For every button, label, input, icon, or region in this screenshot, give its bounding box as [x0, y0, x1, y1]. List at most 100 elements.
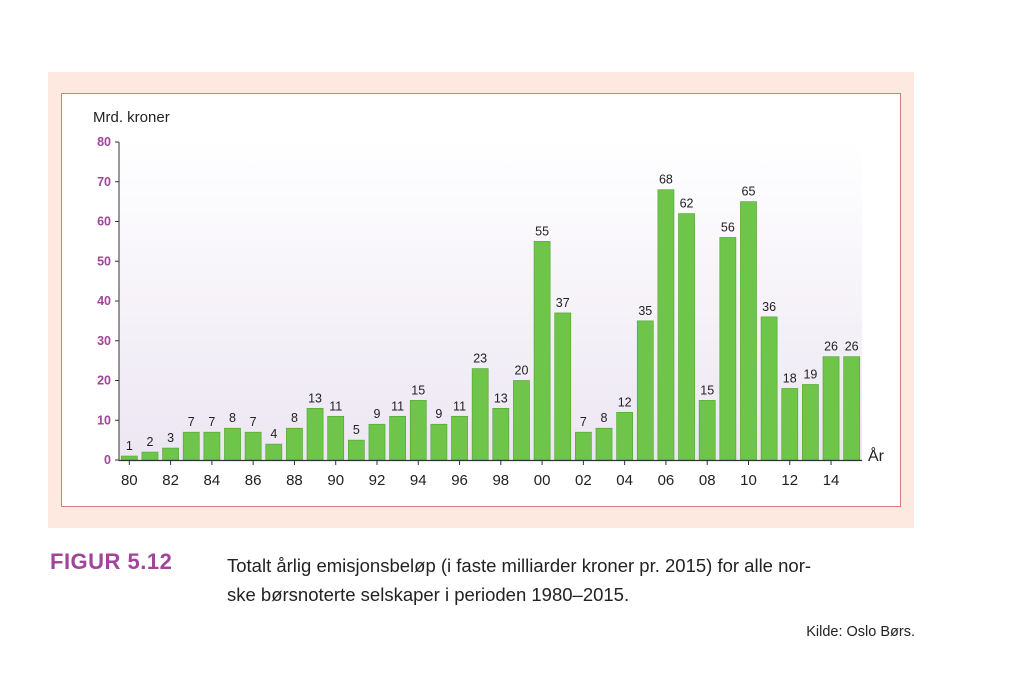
- data-label-1989: 13: [308, 391, 322, 405]
- data-label-2012: 18: [783, 371, 797, 385]
- bar-2008: [698, 400, 716, 461]
- bar-2003: [595, 427, 613, 461]
- bar-2004: [616, 411, 634, 461]
- y-tick-label: 10: [97, 413, 111, 427]
- bar-2010: [740, 201, 757, 461]
- data-label-1980: 1: [126, 439, 133, 453]
- x-tick-label: 90: [327, 472, 344, 489]
- data-label-1982: 3: [167, 431, 174, 445]
- data-label-1986: 7: [250, 415, 257, 429]
- x-tick-label: 14: [823, 472, 840, 489]
- bar-1996: [451, 415, 468, 461]
- bar-2015: [843, 356, 861, 461]
- bar-1989: [306, 408, 324, 461]
- data-label-1991: 5: [353, 423, 360, 437]
- x-axis-label: År: [868, 446, 885, 465]
- y-axis-label: Mrd. kroner: [93, 109, 170, 126]
- x-tick-label: 92: [369, 472, 386, 489]
- data-label-1998: 13: [494, 391, 508, 405]
- data-label-1994: 15: [411, 383, 425, 397]
- bar-2014: [822, 356, 840, 461]
- bar-2011: [760, 316, 778, 461]
- bar-1992: [368, 423, 386, 461]
- x-tick-label: 88: [286, 472, 303, 489]
- bar-1993: [389, 415, 406, 461]
- bar-1998: [492, 408, 510, 461]
- x-ticks: 80 82 84 86 88 90 92 94 96 98 00 02 04 06 08 10 12 14: [121, 460, 839, 489]
- data-label-1987: 4: [270, 427, 277, 441]
- bar-1990: [327, 415, 345, 461]
- bar-1981: [141, 451, 159, 461]
- data-label-1995: 9: [435, 407, 442, 421]
- data-label-2004: 12: [618, 395, 632, 409]
- data-label-2014: 26: [824, 340, 838, 354]
- source-note: Kilde: Oslo Børs.: [806, 624, 915, 640]
- data-label-1997: 23: [473, 352, 487, 366]
- data-label-2003: 8: [601, 411, 608, 425]
- x-tick-label: 80: [121, 472, 138, 489]
- x-tick-label: 82: [162, 472, 179, 489]
- data-label-1993: 11: [391, 399, 404, 413]
- x-tick-label: 04: [616, 472, 633, 489]
- y-ticks: 0 10 20 30 40 50 60 70 80: [97, 135, 119, 467]
- figure-label: FIGUR 5.12: [50, 549, 173, 574]
- data-label-2009: 56: [721, 220, 735, 234]
- x-tick-label: 12: [781, 472, 798, 489]
- bar-2001: [554, 312, 572, 461]
- bar-2007: [678, 213, 695, 461]
- x-tick-label: 98: [492, 472, 509, 489]
- data-label-1984: 7: [208, 415, 215, 429]
- data-label-1988: 8: [291, 411, 298, 425]
- data-label-1999: 20: [515, 364, 529, 378]
- x-tick-label: 00: [534, 472, 551, 489]
- data-label-1983: 7: [188, 415, 195, 429]
- y-tick-label: 50: [97, 254, 111, 268]
- data-label-1990: 11: [329, 399, 342, 413]
- bar-1985: [224, 427, 241, 461]
- y-tick-label: 60: [97, 215, 111, 229]
- data-label-2010: 65: [742, 185, 756, 199]
- figure-caption: Totalt årlig emisjonsbeløp (i faste mill…: [227, 551, 917, 609]
- data-label-2001: 37: [556, 296, 570, 310]
- data-label-2008: 15: [700, 383, 714, 397]
- bars: [120, 189, 861, 461]
- bar-1999: [513, 380, 530, 461]
- bar-2002: [575, 431, 592, 461]
- bar-2005: [636, 320, 654, 461]
- caption-line-1: Totalt årlig emisjonsbeløp (i faste mill…: [227, 555, 812, 576]
- data-label-1992: 9: [374, 407, 381, 421]
- bar-1994: [409, 400, 427, 461]
- x-tick-label: 10: [740, 472, 757, 489]
- y-tick-label: 80: [97, 135, 111, 149]
- y-tick-label: 20: [97, 374, 111, 388]
- data-label-2005: 35: [638, 304, 652, 318]
- data-label-1981: 2: [146, 435, 153, 449]
- data-label-2000: 55: [535, 224, 549, 238]
- x-tick-label: 86: [245, 472, 262, 489]
- bar-1984: [203, 431, 221, 461]
- bar-2012: [781, 388, 799, 461]
- data-label-2015: 26: [845, 340, 859, 354]
- x-tick-label: 84: [204, 472, 221, 489]
- y-tick-label: 70: [97, 175, 111, 189]
- bar-1983: [182, 431, 200, 461]
- bar-2013: [802, 384, 819, 461]
- data-label-2011: 36: [762, 300, 776, 314]
- bar-1995: [430, 423, 448, 461]
- bar-1980: [120, 455, 138, 461]
- y-tick-label: 40: [97, 294, 111, 308]
- bar-1997: [471, 368, 489, 461]
- caption-line-2: ske børsnoterte selskaper i perioden 198…: [227, 584, 630, 605]
- y-tick-label: 0: [104, 453, 111, 467]
- data-label-2007: 62: [680, 197, 694, 211]
- x-tick-label: 02: [575, 472, 592, 489]
- bar-1982: [162, 447, 179, 461]
- plot-area: [119, 142, 862, 460]
- bar-2009: [719, 237, 737, 461]
- bar-1987: [265, 443, 283, 461]
- x-tick-label: 08: [699, 472, 716, 489]
- bar-1986: [244, 431, 262, 461]
- data-label-2002: 7: [580, 415, 587, 429]
